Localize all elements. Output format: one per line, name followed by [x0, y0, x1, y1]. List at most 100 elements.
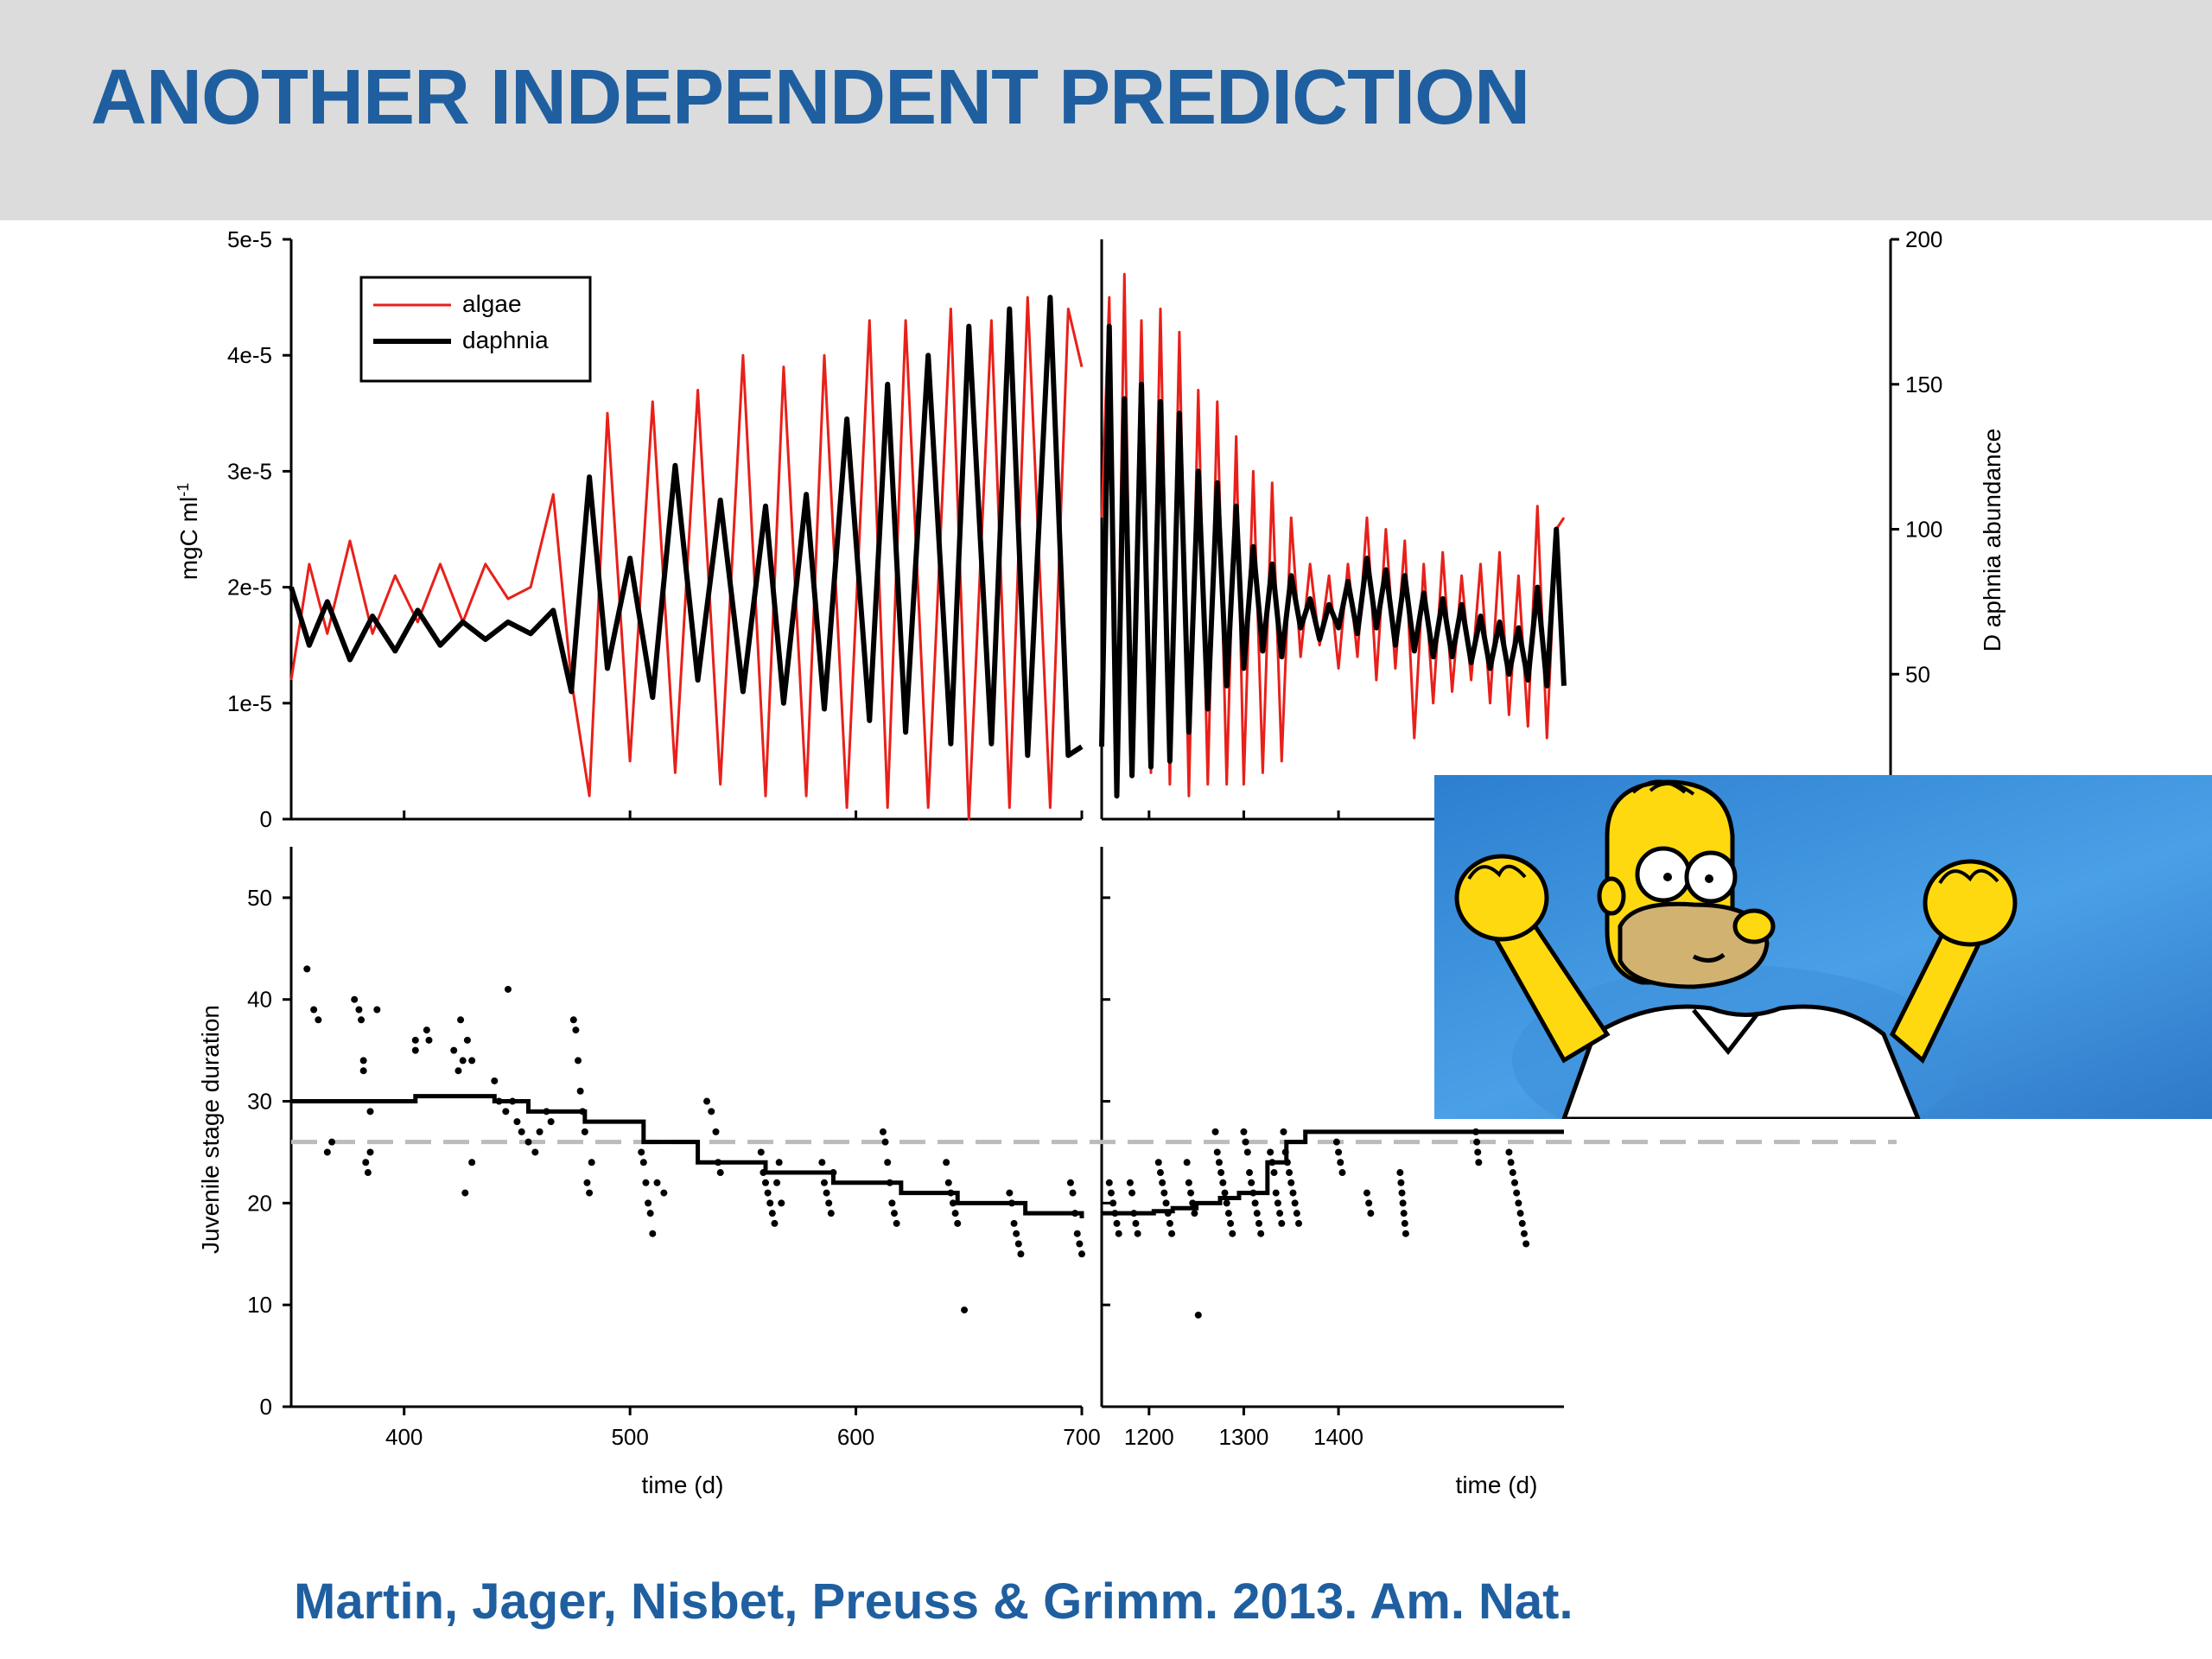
data-point [639, 1159, 647, 1166]
data-point [1365, 1199, 1373, 1207]
data-point [1217, 1169, 1225, 1177]
data-point [1399, 1199, 1407, 1207]
y-tick-label: 30 [247, 1089, 272, 1115]
y-tick-label: 0 [260, 1394, 272, 1420]
data-point [703, 1097, 711, 1105]
data-point [547, 1118, 555, 1126]
data-point [1509, 1169, 1516, 1177]
data-point [373, 1006, 381, 1014]
data-point [1066, 1179, 1074, 1186]
homer-simpson-image [1434, 775, 2212, 1119]
x-axis-label-right: time (d) [1456, 1471, 1538, 1498]
data-point [1185, 1179, 1192, 1186]
data-point [1007, 1199, 1015, 1207]
data-point [1283, 1159, 1291, 1166]
data-point [1166, 1219, 1173, 1227]
data-point [893, 1219, 900, 1227]
data-point [524, 1138, 532, 1146]
data-point [1215, 1159, 1223, 1166]
data-point [1014, 1240, 1022, 1248]
legend-box [359, 276, 592, 383]
data-point [1246, 1169, 1254, 1177]
y2-tick-label: 50 [1905, 661, 1930, 687]
y-tick-label: 50 [247, 885, 272, 911]
data-point [543, 1108, 550, 1116]
legend-label-algae: algae [462, 290, 522, 317]
top-y-axis-label-superscript: -1 [175, 483, 192, 497]
data-point [881, 1138, 889, 1146]
data-point [1402, 1230, 1409, 1237]
data-point [1520, 1230, 1528, 1237]
data-point [830, 1169, 837, 1177]
data-point [1281, 1148, 1289, 1156]
bottom-y-axis-label: Juvenile stage duration [197, 1005, 224, 1254]
data-point [762, 1179, 769, 1186]
data-point [468, 1057, 476, 1065]
data-point [303, 965, 311, 973]
daphnia-series-line [1099, 323, 1567, 799]
data-point [1111, 1210, 1119, 1217]
y-tick-label: 5e-5 [227, 226, 272, 252]
data-point [1401, 1219, 1408, 1227]
data-point [1396, 1169, 1404, 1177]
data-point [1078, 1250, 1085, 1258]
data-point [660, 1189, 668, 1197]
data-point [1253, 1210, 1261, 1217]
x-tick-label: 1400 [1313, 1424, 1363, 1450]
data-point [1397, 1179, 1405, 1186]
data-point [1105, 1179, 1113, 1186]
data-point [509, 1097, 517, 1105]
y-tick-label: 3e-5 [227, 458, 272, 484]
data-point [1115, 1230, 1122, 1237]
data-point [818, 1159, 826, 1166]
data-point [1017, 1250, 1025, 1258]
data-point [575, 1057, 582, 1065]
data-point [1363, 1189, 1370, 1197]
data-point [463, 1036, 471, 1044]
data-point [1013, 1230, 1020, 1237]
data-point [1126, 1179, 1134, 1186]
cartoon-character-arms-raised-icon [1454, 779, 2018, 1119]
data-point [949, 1199, 957, 1207]
data-point [1507, 1159, 1515, 1166]
data-point [775, 1159, 783, 1166]
data-point [1291, 1199, 1299, 1207]
title-bar: ANOTHER INDEPENDENT PREDICTION [0, 0, 2212, 220]
data-point [1240, 1128, 1248, 1135]
data-point [951, 1210, 959, 1217]
data-point [411, 1046, 419, 1054]
data-point [454, 1067, 462, 1075]
data-point [1475, 1159, 1483, 1166]
data-point [576, 1087, 584, 1095]
data-point [1272, 1189, 1280, 1197]
data-point [459, 1057, 467, 1065]
data-point [646, 1210, 654, 1217]
data-point [1130, 1210, 1138, 1217]
daphnia-series-line [289, 295, 1084, 759]
data-point [778, 1199, 785, 1207]
data-point [1515, 1199, 1522, 1207]
data-point [310, 1006, 318, 1014]
x-axis-label-left: time (d) [642, 1471, 724, 1498]
data-point [1073, 1230, 1081, 1237]
y-tick-label: 20 [247, 1190, 272, 1216]
data-point [888, 1199, 896, 1207]
x-tick-label: 700 [1063, 1424, 1100, 1450]
data-point [1010, 1219, 1018, 1227]
data-point [1505, 1148, 1513, 1156]
data-point [1162, 1199, 1170, 1207]
slide-title: ANOTHER INDEPENDENT PREDICTION [91, 54, 1530, 141]
data-point [879, 1128, 887, 1135]
x-tick-label: 1300 [1219, 1424, 1269, 1450]
data-point [366, 1108, 374, 1116]
data-point [954, 1219, 962, 1227]
data-point [1267, 1148, 1274, 1156]
data-point [1510, 1179, 1518, 1186]
y2-tick-label: 100 [1905, 517, 1942, 543]
data-point [423, 1027, 430, 1034]
data-point [768, 1210, 776, 1217]
data-point [825, 1199, 833, 1207]
data-point [1160, 1189, 1168, 1197]
data-point [1069, 1189, 1077, 1197]
